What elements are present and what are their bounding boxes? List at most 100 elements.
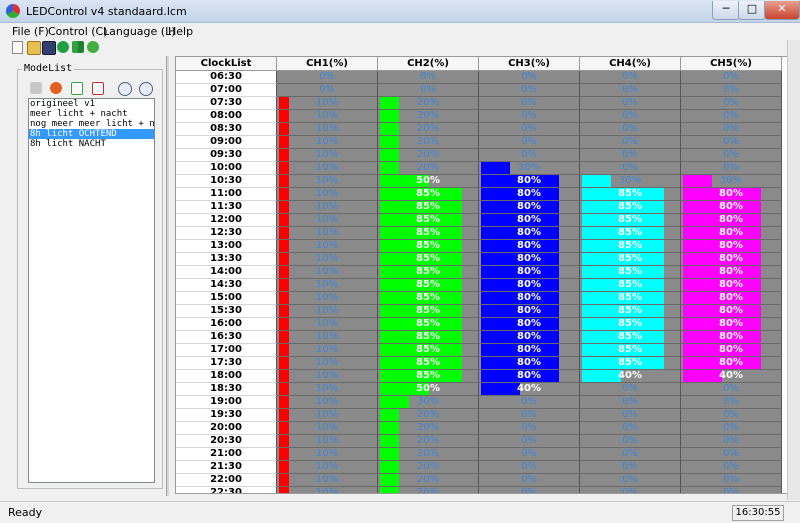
channel-cell[interactable]: 80% — [479, 175, 580, 188]
channel-header[interactable]: CH5(%) — [681, 57, 782, 71]
channel-cell[interactable]: 10% — [277, 461, 378, 474]
channel-cell[interactable]: 0% — [681, 435, 782, 448]
channel-cell[interactable]: 0% — [479, 123, 580, 136]
channel-cell[interactable]: 80% — [479, 305, 580, 318]
close-button[interactable]: ✕ — [764, 1, 800, 20]
channel-cell[interactable]: 0% — [479, 396, 580, 409]
new-icon[interactable] — [12, 41, 23, 54]
channel-cell[interactable]: 10% — [277, 175, 378, 188]
channel-cell[interactable]: 20% — [378, 409, 479, 422]
mode-list-item[interactable]: 8h licht NACHT — [30, 139, 106, 149]
time-cell[interactable]: 09:30 — [176, 149, 277, 162]
time-cell[interactable]: 10:00 — [176, 162, 277, 175]
channel-cell[interactable]: 0% — [378, 84, 479, 97]
channel-cell[interactable]: 0% — [580, 97, 681, 110]
channel-cell[interactable]: 85% — [378, 188, 479, 201]
channel-cell[interactable]: 85% — [378, 357, 479, 370]
channel-cell[interactable]: 10% — [277, 305, 378, 318]
time-cell[interactable]: 07:30 — [176, 97, 277, 110]
time-cell[interactable]: 21:30 — [176, 461, 277, 474]
time-cell[interactable]: 14:00 — [176, 266, 277, 279]
channel-cell[interactable]: 80% — [479, 344, 580, 357]
channel-cell[interactable]: 85% — [378, 266, 479, 279]
channel-header[interactable]: CH4(%) — [580, 57, 681, 71]
export-icon[interactable] — [92, 82, 104, 95]
channel-cell[interactable]: 0% — [479, 422, 580, 435]
menu-control[interactable]: Control (C) — [48, 25, 108, 38]
time-cell[interactable]: 15:30 — [176, 305, 277, 318]
channel-cell[interactable]: 0% — [580, 123, 681, 136]
channel-cell[interactable]: 0% — [580, 487, 681, 493]
channel-cell[interactable]: 0% — [479, 409, 580, 422]
channel-cell[interactable]: 85% — [580, 201, 681, 214]
save-icon[interactable] — [42, 41, 56, 55]
channel-cell[interactable]: 80% — [681, 240, 782, 253]
channel-cell[interactable]: 0% — [580, 435, 681, 448]
time-cell[interactable]: 10:30 — [176, 175, 277, 188]
channel-cell[interactable]: 10% — [277, 292, 378, 305]
channel-cell[interactable]: 10% — [277, 188, 378, 201]
time-cell[interactable]: 22:00 — [176, 474, 277, 487]
time-cell[interactable]: 16:00 — [176, 318, 277, 331]
channel-cell[interactable]: 0% — [681, 110, 782, 123]
channel-cell[interactable]: 85% — [580, 214, 681, 227]
channel-cell[interactable]: 10% — [277, 240, 378, 253]
channel-cell[interactable]: 10% — [277, 435, 378, 448]
channel-cell[interactable]: 10% — [277, 227, 378, 240]
channel-cell[interactable]: 80% — [479, 266, 580, 279]
channel-cell[interactable]: 50% — [378, 175, 479, 188]
channel-cell[interactable]: 0% — [479, 149, 580, 162]
channel-cell[interactable]: 40% — [681, 370, 782, 383]
copy-icon[interactable] — [30, 82, 42, 94]
channel-cell[interactable]: 80% — [681, 292, 782, 305]
channel-cell[interactable]: 85% — [378, 240, 479, 253]
time-cell[interactable]: 08:00 — [176, 110, 277, 123]
channel-cell[interactable]: 20% — [378, 110, 479, 123]
channel-cell[interactable]: 30% — [378, 396, 479, 409]
channel-cell[interactable]: 0% — [681, 71, 782, 84]
info-icon[interactable] — [87, 41, 99, 53]
channel-cell[interactable]: 80% — [479, 240, 580, 253]
mode-list[interactable]: origineel v1 meer licht + nacht nog meer m… — [28, 98, 155, 483]
channel-cell[interactable]: 0% — [580, 396, 681, 409]
channel-cell[interactable]: 85% — [580, 266, 681, 279]
channel-cell[interactable]: 0% — [479, 97, 580, 110]
channel-cell[interactable]: 0% — [479, 448, 580, 461]
channel-cell[interactable]: 0% — [580, 136, 681, 149]
play-icon[interactable] — [57, 41, 69, 53]
channel-cell[interactable]: 80% — [479, 227, 580, 240]
channel-cell[interactable]: 10% — [277, 474, 378, 487]
channel-header[interactable]: CH2(%) — [378, 57, 479, 71]
channel-cell[interactable]: 20% — [378, 162, 479, 175]
channel-cell[interactable]: 80% — [681, 253, 782, 266]
channel-cell[interactable]: 10% — [277, 409, 378, 422]
time-cell[interactable]: 17:00 — [176, 344, 277, 357]
channel-cell[interactable]: 85% — [580, 279, 681, 292]
channel-cell[interactable]: 0% — [681, 383, 782, 396]
channel-cell[interactable]: 85% — [378, 305, 479, 318]
channel-cell[interactable]: 50% — [378, 383, 479, 396]
channel-cell[interactable]: 85% — [580, 188, 681, 201]
channel-cell[interactable]: 20% — [378, 448, 479, 461]
channel-cell[interactable]: 20% — [378, 149, 479, 162]
time-cell[interactable]: 11:00 — [176, 188, 277, 201]
channel-cell[interactable]: 0% — [479, 84, 580, 97]
delete-icon[interactable] — [50, 82, 62, 94]
channel-cell[interactable]: 0% — [479, 461, 580, 474]
channel-cell[interactable]: 0% — [580, 461, 681, 474]
time-cell[interactable]: 19:30 — [176, 409, 277, 422]
channel-cell[interactable]: 20% — [378, 487, 479, 493]
channel-cell[interactable]: 80% — [479, 357, 580, 370]
channel-cell[interactable]: 30% — [479, 162, 580, 175]
channel-cell[interactable]: 10% — [277, 110, 378, 123]
time-cell[interactable]: 09:00 — [176, 136, 277, 149]
menu-file[interactable]: File (F) — [12, 25, 49, 38]
time-cell[interactable]: 22:30 — [176, 487, 277, 493]
channel-cell[interactable]: 20% — [378, 422, 479, 435]
channel-cell[interactable]: 0% — [580, 383, 681, 396]
channel-cell[interactable]: 0% — [681, 448, 782, 461]
channel-cell[interactable]: 0% — [681, 97, 782, 110]
channel-cell[interactable]: 10% — [277, 253, 378, 266]
time-cell[interactable]: 12:00 — [176, 214, 277, 227]
channel-cell[interactable]: 85% — [580, 344, 681, 357]
